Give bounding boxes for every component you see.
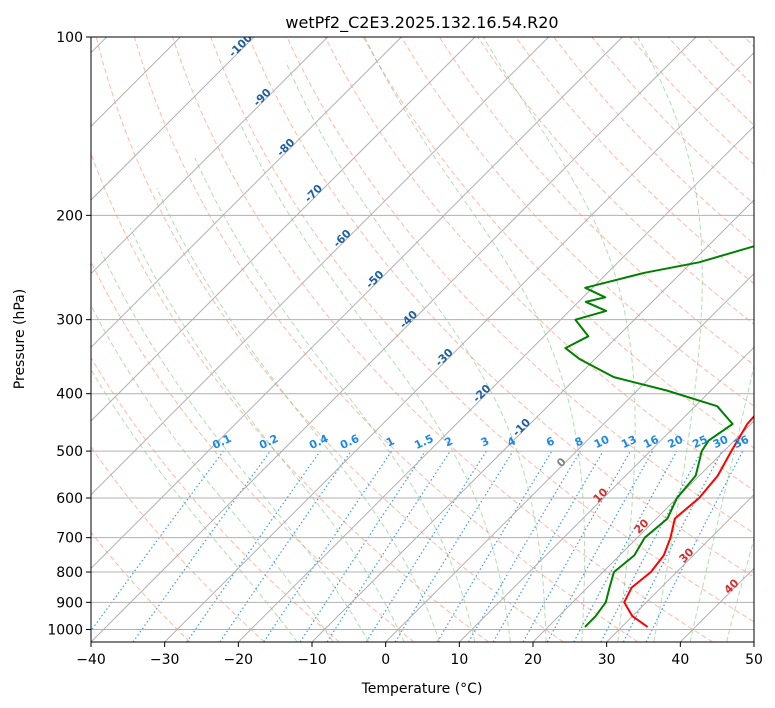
y-tick-label: 500 [56,444,83,460]
y-tick-label: 600 [56,491,83,507]
x-tick-label: 40 [671,652,689,668]
x-tick-label: 30 [598,652,616,668]
y-tick-label: 900 [56,595,83,611]
isotherm-line [164,51,754,642]
y-tick-label: 400 [56,387,83,403]
x-tick-label: 10 [450,652,468,668]
isotherm-line [91,37,476,422]
x-tick-label: 20 [524,652,542,668]
dry-adiabat [438,37,754,366]
isotherm-line [91,37,697,642]
mixing-ratio-line [219,450,352,642]
dry-adiabat [324,37,754,491]
isotherm-line [91,37,402,349]
y-tick-label: 200 [56,208,83,224]
mixing-ratio-line [573,450,678,642]
x-tick-label: 0 [381,652,390,668]
isotherm-line [311,199,754,642]
mixing-ratio-line [326,450,451,642]
temperature-line [623,414,754,628]
dry-adiabat [172,37,713,642]
mixing-ratio-label: 16 [641,433,661,451]
mixing-ratio-label: 36 [732,433,752,451]
dry-adiabat [515,37,754,285]
mixing-ratio-line [546,450,654,642]
dry-adiabat [362,37,754,449]
y-tick-label: 800 [56,565,83,581]
moist-adiabat [285,61,547,642]
dry-adiabat [95,37,564,642]
mixing-ratio-line [645,450,744,642]
isotherm-line [91,37,623,570]
mixing-ratio-label: 25 [690,433,709,451]
y-tick-label: 300 [56,313,83,329]
mixing-ratio-line [394,450,514,642]
dewpoint-line [564,245,754,628]
dry-adiabat [91,152,489,642]
x-tick-label: 50 [745,652,763,668]
dry-adiabat [286,37,754,535]
x-tick-label: −30 [150,652,180,668]
moist-adiabat [91,304,334,642]
moist-adiabat [637,37,703,642]
x-tick-label: −10 [297,652,327,668]
isotherm-line [91,37,255,201]
dry-adiabat [248,37,754,578]
isotherm-line [91,37,550,496]
isotherm-line [91,37,329,275]
x-axis-label: Temperature (°C) [361,681,483,697]
isotherm-line [606,493,754,642]
moist-adiabat [364,37,586,642]
chart-series [564,245,754,628]
moist-adiabat [482,37,636,642]
mixing-ratio-label: 13 [619,433,638,451]
dry-adiabat [91,446,265,642]
chart-title: wetPf2_C2E3.2025.132.16.54.R20 [285,13,558,33]
moist-adiabat [239,123,511,642]
x-tick-label: −20 [224,652,254,668]
moist-adiabat [156,187,440,642]
mixing-ratio-line [91,450,224,632]
dry-adiabat [91,356,340,642]
mixing-ratio-line [522,450,632,642]
y-axis-label: Pressure (hPa) [12,289,28,389]
mixing-ratio-line [186,450,321,642]
mixing-ratio-line [263,450,393,642]
mixing-ratio-label: 30 [711,433,731,451]
dry-adiabat [400,37,754,407]
isotherm-line [458,346,754,642]
chart-grid [91,37,754,642]
moist-adiabat [689,363,754,642]
isotherm-line [237,125,754,642]
dry-adiabat [91,531,191,642]
mixing-ratio-line [132,450,271,642]
isotherm-line [385,272,754,642]
y-tick-label: 700 [56,531,83,547]
mixing-ratio-label: 10 [592,433,612,451]
isotherm-line [532,420,754,642]
x-tick-label: −40 [76,652,106,668]
chart-axes: −40 −30 −20 −10 0 10 20 30 40 50 1000 900 800 700 600 5… [47,30,763,668]
dry-adiabat [210,37,754,623]
mixing-ratio-line [299,450,426,642]
plot-frame [90,36,755,643]
moist-adiabat [129,227,405,642]
moist-adiabat [726,537,754,642]
mixing-ratio-label: 20 [666,433,686,451]
moist-adiabat [100,251,370,642]
y-tick-label: 1000 [47,622,83,638]
y-tick-label: 100 [56,30,83,46]
dry-adiabat [133,37,639,642]
